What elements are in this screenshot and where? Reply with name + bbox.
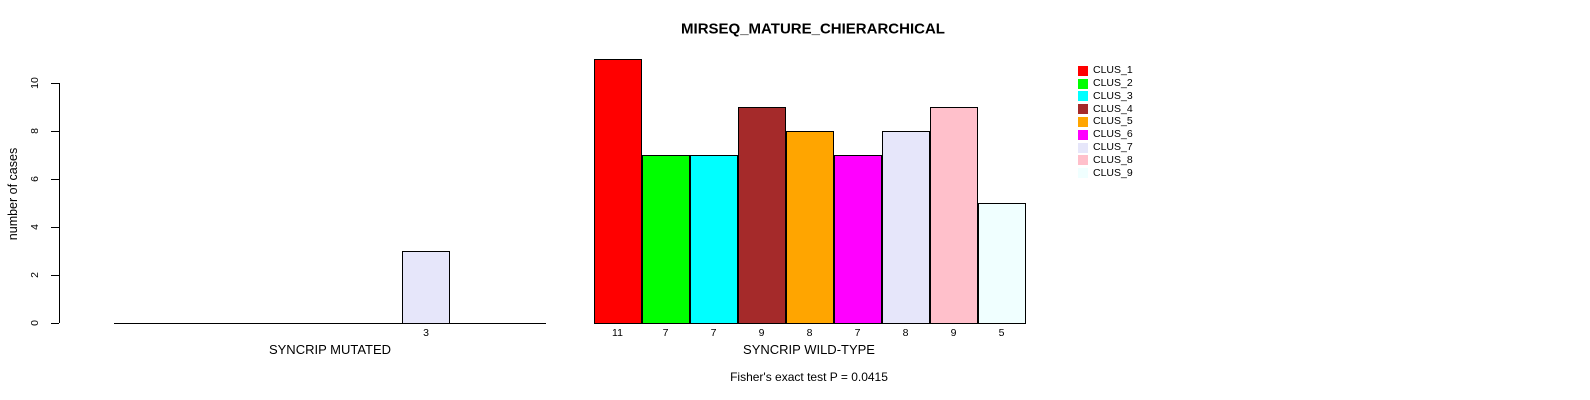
legend-swatch-clus-5 (1078, 116, 1088, 127)
y-tick (51, 83, 59, 84)
legend-item: CLUS_3 (1078, 90, 1133, 103)
legend-swatch-clus-9 (1078, 168, 1088, 179)
bar-clus-1 (593, 59, 642, 324)
bar-value-label: 3 (423, 327, 429, 339)
panel-baseline (114, 323, 546, 324)
legend-swatch-clus-7 (1078, 142, 1088, 153)
y-tick-label: 4 (29, 224, 41, 230)
legend-item: CLUS_1 (1078, 64, 1133, 77)
legend-swatch-clus-6 (1078, 129, 1088, 140)
fisher-test-caption: Fisher's exact test P = 0.0415 (730, 370, 888, 384)
bar-clus-4 (737, 107, 786, 324)
legend-item: CLUS_4 (1078, 103, 1133, 116)
legend-swatch-clus-4 (1078, 104, 1088, 115)
bar-clus-5 (785, 131, 834, 324)
legend-item: CLUS_8 (1078, 154, 1133, 167)
bar-clus-7 (402, 251, 450, 324)
legend-label: CLUS_8 (1093, 153, 1133, 166)
chart-title: MIRSEQ_MATURE_CHIERARCHICAL (681, 20, 945, 38)
legend-item: CLUS_5 (1078, 115, 1133, 128)
legend-label: CLUS_3 (1093, 89, 1133, 102)
legend-label: CLUS_4 (1093, 102, 1133, 115)
legend-label: CLUS_7 (1093, 141, 1133, 153)
legend-swatch-clus-3 (1078, 91, 1088, 102)
bar-value-label: 11 (612, 327, 623, 339)
legend-swatch-clus-8 (1078, 155, 1088, 166)
legend-label: CLUS_5 (1093, 115, 1133, 128)
y-tick (51, 131, 59, 132)
y-tick-label: 0 (29, 320, 41, 326)
y-tick-label: 10 (29, 77, 41, 89)
bar-value-label: 8 (806, 327, 813, 339)
y-tick-label: 6 (29, 176, 41, 182)
bar-clus-2 (641, 155, 690, 324)
legend-label: CLUS_1 (1093, 64, 1133, 77)
legend-item: CLUS_6 (1078, 128, 1133, 141)
y-tick-label: 8 (29, 128, 41, 134)
y-tick (51, 275, 59, 276)
bar-value-label: 7 (662, 327, 669, 339)
bar-value-label: 7 (854, 327, 861, 339)
legend-swatch-clus-1 (1078, 65, 1088, 76)
bar-value-label: 8 (902, 327, 909, 339)
bar-clus-8 (929, 107, 978, 324)
x-axis-label-mutated: SYNCRIP MUTATED (268, 342, 392, 357)
y-tick (51, 227, 59, 228)
bar-clus-7 (881, 131, 930, 324)
x-axis-label-wild-type: SYNCRIP WILD-TYPE (743, 342, 875, 357)
bar-clus-9 (977, 203, 1026, 324)
legend-swatch-clus-2 (1078, 78, 1088, 89)
legend-item: CLUS_2 (1078, 77, 1133, 90)
legend-label: CLUS_2 (1093, 77, 1133, 89)
legend-label: CLUS_9 (1093, 166, 1133, 179)
bar-clus-6 (833, 155, 882, 324)
legend-item: CLUS_7 (1078, 141, 1133, 154)
y-axis-label: number of cases (6, 147, 20, 241)
bar-value-label: 9 (758, 327, 765, 339)
legend-item: CLUS_9 (1078, 167, 1133, 180)
bar-value-label: 9 (950, 327, 957, 339)
legend-label: CLUS_6 (1093, 128, 1133, 141)
y-tick (51, 323, 59, 324)
bar-value-label: 7 (710, 327, 717, 339)
y-tick-label: 2 (29, 272, 41, 278)
y-tick (51, 179, 59, 180)
bar-value-label: 5 (998, 327, 1005, 339)
y-axis-line (59, 83, 60, 323)
bar-clus-3 (689, 155, 738, 324)
